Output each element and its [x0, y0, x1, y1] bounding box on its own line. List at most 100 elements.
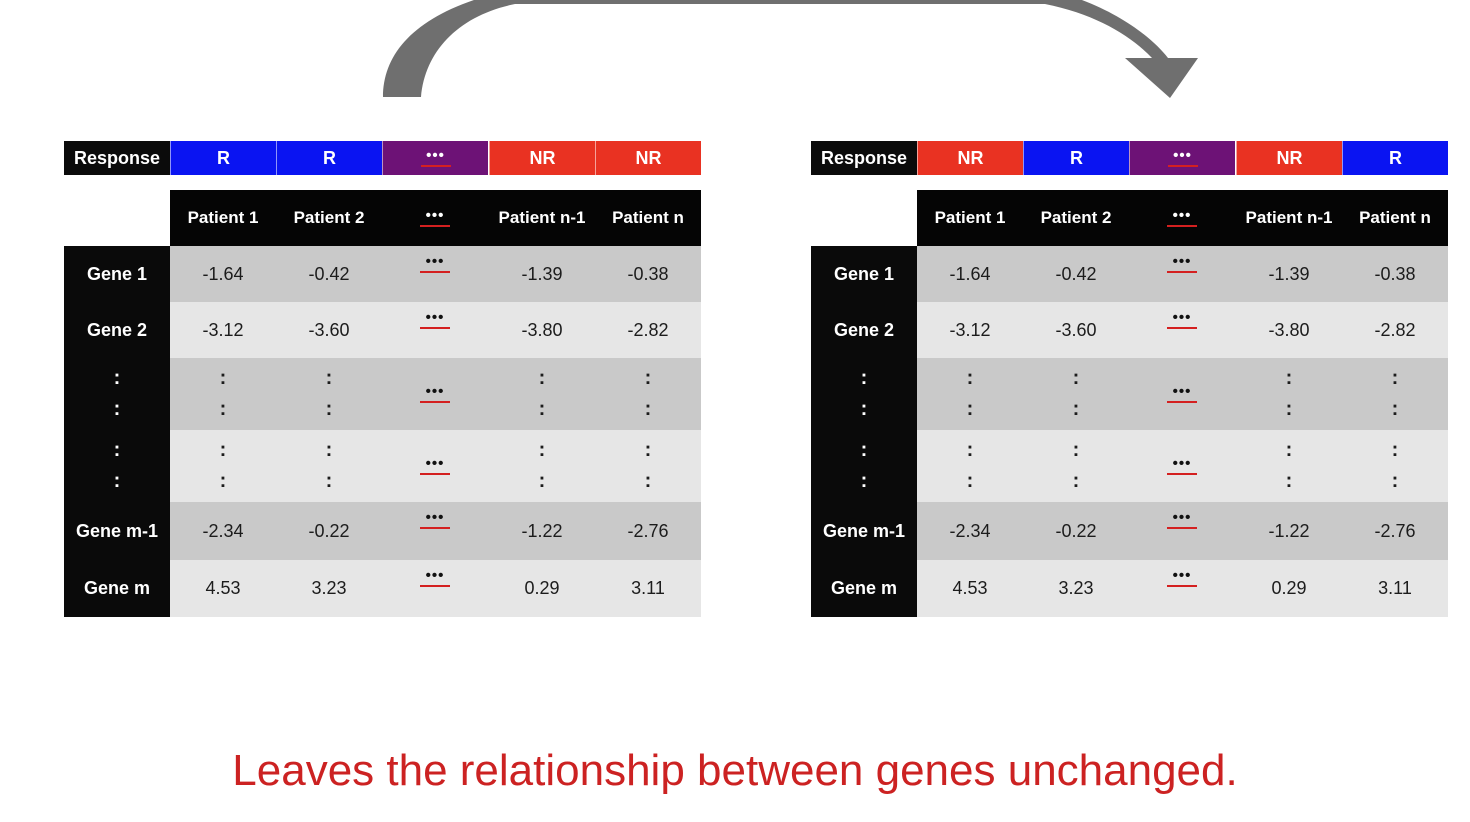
- table-cell: -1.64: [202, 263, 244, 284]
- ellipsis-icon: •••: [420, 148, 451, 167]
- column-header-5: Patient n: [612, 208, 684, 227]
- column-header-4: Patient n-1: [1245, 208, 1333, 227]
- table-row: [170, 246, 701, 302]
- vertical-ellipsis: :: [966, 366, 974, 389]
- row-label: Gene m-1: [822, 520, 906, 541]
- table-cell: •••: [382, 560, 488, 617]
- table-cell: ::: [1342, 430, 1448, 502]
- response-cell-4: NR: [1236, 141, 1342, 175]
- vertical-ellipsis: :: [219, 438, 227, 461]
- table-cell: -3.12: [202, 319, 244, 340]
- table-cell: 4.53: [205, 578, 241, 598]
- table-cell: -1.64: [949, 263, 991, 284]
- vertical-ellipsis: :: [644, 438, 652, 461]
- response-cell-4: NR: [489, 141, 595, 175]
- table-row: [170, 502, 701, 560]
- table-cell: 3.11: [631, 578, 665, 598]
- table-cell: -3.60: [1055, 319, 1097, 340]
- row-label: Gene 2: [86, 319, 148, 340]
- table-row: [170, 560, 701, 617]
- table-cell: ::: [595, 358, 701, 430]
- vertical-ellipsis: :: [1391, 470, 1399, 493]
- row-label-background: [811, 246, 917, 617]
- column-header-2: Patient 2: [293, 208, 365, 227]
- row-label: ::: [811, 430, 917, 502]
- table-cell: -2.34: [949, 520, 991, 541]
- table-cell: -0.38: [1374, 263, 1416, 284]
- expression-table-original: Response R R ••• NR NR Patient 1 Patient 2 ••• Pa…: [64, 141, 701, 617]
- column-header-1: Patient 1: [934, 208, 1006, 227]
- table-cell: ::: [489, 430, 595, 502]
- table-row: [917, 430, 1448, 502]
- vertical-ellipsis: :: [1072, 366, 1080, 389]
- table-cell: ::: [1236, 358, 1342, 430]
- ellipsis-icon: •••: [420, 568, 450, 587]
- table-cell: •••: [1129, 246, 1235, 302]
- vertical-ellipsis: :: [1285, 470, 1293, 493]
- header-background: [170, 190, 701, 246]
- vertical-ellipsis: :: [113, 470, 121, 493]
- ellipsis-icon: •••: [420, 208, 450, 227]
- permutation-arrow-icon: [383, 0, 1198, 98]
- vertical-ellipsis: :: [1285, 438, 1293, 461]
- table-cell: •••: [382, 302, 488, 358]
- vertical-ellipsis: :: [966, 438, 974, 461]
- vertical-ellipsis: :: [860, 398, 868, 421]
- vertical-ellipsis: :: [966, 470, 974, 493]
- table-cell: •••: [382, 358, 488, 430]
- table-row: [917, 358, 1448, 430]
- response-cell-1: R: [170, 141, 276, 175]
- table-cell: 4.53: [952, 578, 988, 598]
- table-cell: -0.22: [1055, 520, 1097, 541]
- ellipsis-icon: •••: [1167, 568, 1197, 587]
- vertical-ellipsis: :: [219, 398, 227, 421]
- table-cell: ::: [595, 430, 701, 502]
- response-cell-5: R: [1342, 141, 1448, 175]
- table-cell: •••: [382, 430, 488, 502]
- table-row: [917, 302, 1448, 358]
- table-row: [917, 560, 1448, 617]
- response-cell-3: •••: [382, 141, 488, 175]
- row-label: Gene 1: [86, 263, 148, 284]
- table-cell: -0.38: [627, 263, 669, 284]
- header-background: [917, 190, 1448, 246]
- ellipsis-icon: •••: [1167, 310, 1197, 329]
- response-label: Response: [64, 141, 170, 175]
- table-cell: ::: [917, 430, 1023, 502]
- row-label: Gene 2: [833, 319, 895, 340]
- vertical-ellipsis: :: [644, 398, 652, 421]
- table-cell: -0.42: [308, 263, 350, 284]
- table-cell: ::: [170, 430, 276, 502]
- table-cell: •••: [382, 502, 488, 560]
- ellipsis-icon: •••: [1167, 208, 1197, 227]
- table-cell: 3.23: [311, 578, 347, 598]
- vertical-ellipsis: :: [860, 366, 868, 389]
- table-cell: -1.22: [521, 520, 563, 541]
- ellipsis-icon: •••: [420, 510, 450, 529]
- table-cell: -3.60: [308, 319, 350, 340]
- table-cell: ::: [489, 358, 595, 430]
- vertical-ellipsis: :: [325, 470, 333, 493]
- response-cell-2: R: [276, 141, 382, 175]
- vertical-ellipsis: :: [538, 398, 546, 421]
- vertical-ellipsis: :: [1072, 438, 1080, 461]
- table-cell: ::: [1023, 358, 1129, 430]
- table-cell: ::: [1023, 430, 1129, 502]
- ellipsis-icon: •••: [1167, 510, 1197, 529]
- table-cell: 0.29: [1271, 578, 1307, 598]
- table-cell: -2.82: [627, 319, 669, 340]
- vertical-ellipsis: :: [113, 398, 121, 421]
- vertical-ellipsis: :: [219, 366, 227, 389]
- table-cell: -2.76: [1374, 520, 1416, 541]
- vertical-ellipsis: :: [538, 366, 546, 389]
- response-cell-3: •••: [1129, 141, 1235, 175]
- table-cell: •••: [1129, 560, 1235, 617]
- vertical-ellipsis: :: [538, 438, 546, 461]
- caption-text: Leaves the relationship between genes un…: [232, 746, 1238, 795]
- table-cell: 0.29: [524, 578, 560, 598]
- vertical-ellipsis: :: [113, 438, 121, 461]
- column-header-5: Patient n: [1359, 208, 1431, 227]
- response-cell-5: NR: [595, 141, 701, 175]
- vertical-ellipsis: :: [644, 470, 652, 493]
- table-cell: ::: [1342, 358, 1448, 430]
